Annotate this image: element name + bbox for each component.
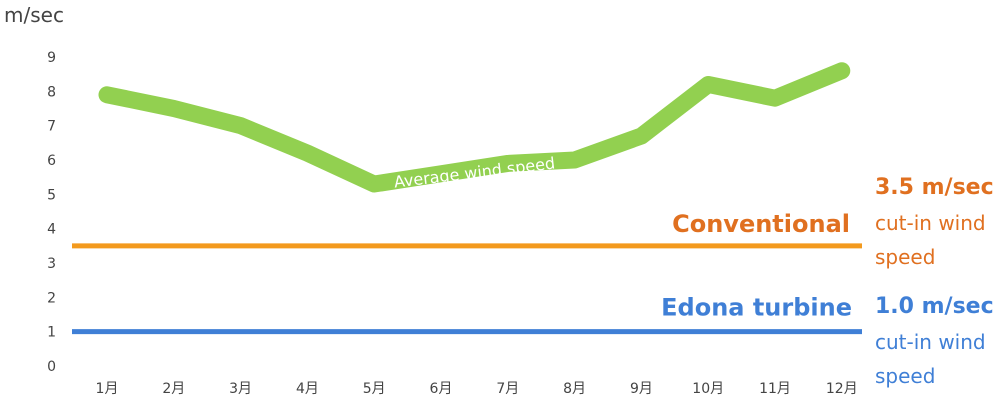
- series-label-average-wind-speed: Average wind speed: [393, 153, 556, 191]
- y-tick-label: 2: [47, 290, 56, 306]
- annotation-value: 3.5 m/sec: [875, 175, 994, 200]
- annotation-line2: speed: [875, 245, 935, 269]
- x-tick-label: 7月: [496, 381, 519, 397]
- data-point: [304, 150, 311, 157]
- data-point: [638, 132, 645, 139]
- annotation-value: 1.0 m/sec: [875, 294, 994, 319]
- y-tick-label: 6: [47, 153, 56, 169]
- data-point: [170, 105, 177, 112]
- y-tick-label: 9: [47, 50, 56, 66]
- y-axis-title: m/sec: [4, 3, 64, 27]
- x-tick-label: 12月: [826, 381, 858, 397]
- y-tick-label: 1: [47, 325, 56, 341]
- data-point: [237, 122, 244, 129]
- data-point: [104, 91, 110, 98]
- x-tick-label: 6月: [430, 381, 453, 397]
- x-tick-label: 8月: [563, 381, 586, 397]
- annotation-line2: speed: [875, 364, 935, 388]
- data-point: [504, 160, 511, 167]
- y-tick-label: 5: [47, 187, 56, 203]
- series-label-edona: Edona turbine: [661, 294, 852, 322]
- data-point: [438, 170, 444, 177]
- data-point: [772, 95, 778, 102]
- x-tick-label: 3月: [229, 381, 252, 397]
- data-point: [705, 81, 712, 88]
- x-tick-label: 5月: [363, 381, 386, 397]
- y-tick-label: 4: [47, 222, 56, 238]
- series-line-average-wind-speed: [98, 62, 851, 193]
- y-tick-label: 3: [47, 256, 56, 272]
- annotation-line1: cut-in wind: [875, 211, 986, 235]
- series-label-conventional: Conventional: [672, 210, 850, 238]
- x-tick-label: 10月: [692, 381, 724, 397]
- y-tick-label: 8: [47, 84, 56, 100]
- data-point: [371, 181, 378, 188]
- y-tick-label: 7: [47, 119, 56, 135]
- x-tick-label: 1月: [96, 381, 119, 397]
- x-tick-label: 2月: [162, 381, 185, 397]
- annotation-line1: cut-in wind: [875, 330, 986, 354]
- x-tick-label: 11月: [759, 381, 791, 397]
- x-tick-label: 4月: [296, 381, 319, 397]
- data-point: [571, 157, 578, 163]
- x-tick-label: 9月: [630, 381, 653, 397]
- data-point: [838, 67, 845, 74]
- y-tick-label: 0: [47, 359, 56, 375]
